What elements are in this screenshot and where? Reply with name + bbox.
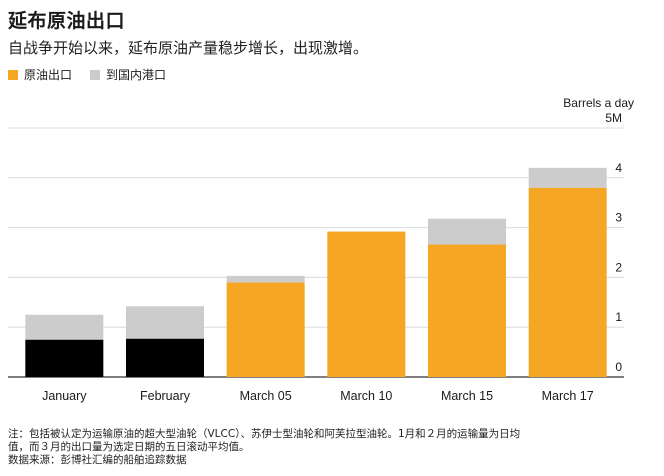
y-axis-unit: Barrels a day (563, 94, 634, 112)
chart-subtitle: 自战争开始以来，延布原油产量稳步增长，出现激增。 (8, 39, 369, 57)
legend-item-crude-exports: 原油出口 (8, 66, 72, 83)
footnote-source: 数据来源：彭博社汇编的船舶追踪数据 (8, 454, 187, 466)
footnote: 注：包括被认定为运输原油的超大型油轮（VLCC）、苏伊士型油轮和阿芙拉型油轮。1… (8, 428, 658, 467)
legend: 原油出口 到国内港口 (8, 66, 184, 83)
y-tick-label-3: 3 (615, 211, 622, 225)
bar-domestic-ports-0 (25, 314, 104, 340)
y-tick-label-1: 1 (615, 310, 622, 324)
bar-crude-exports-4 (428, 244, 506, 377)
y-tick-label-4: 4 (615, 161, 622, 175)
y-tick-label-2: 2 (615, 260, 622, 274)
bar-crude-exports-3 (327, 231, 406, 377)
x-tick-label-5: March 17 (542, 389, 594, 403)
bar-domestic-ports-2 (226, 275, 305, 283)
bar-crude-exports-5 (528, 187, 607, 377)
bar-crude-exports-1 (126, 338, 204, 377)
legend-label-domestic-ports: 到国内港口 (106, 68, 167, 82)
y-axis-label: Barrels a day (563, 96, 634, 110)
footnote-line-2: 值，而３月的出口量为选定日期的五日滚动平均值。 (8, 441, 250, 453)
bar-domestic-ports-4 (428, 218, 506, 245)
legend-swatch-domestic-ports (90, 69, 101, 80)
legend-swatch-crude-exports (8, 69, 18, 80)
x-tick-label-3: March 10 (340, 389, 392, 403)
footnote-line-1: 注：包括被认定为运输原油的超大型油轮（VLCC）、苏伊士型油轮和阿芙拉型油轮。1… (8, 428, 521, 440)
legend-label-crude-exports: 原油出口 (24, 68, 73, 82)
chart-title: 延布原油出口 (8, 10, 126, 32)
bar-domestic-ports-5 (528, 167, 607, 188)
bar-crude-exports-0 (25, 339, 104, 377)
legend-item-domestic-ports: 到国内港口 (90, 66, 166, 83)
y-tick-label-0: 0 (615, 360, 622, 374)
bar-crude-exports-2 (226, 282, 305, 377)
x-tick-label-4: March 15 (441, 389, 493, 403)
x-tick-label-0: January (42, 389, 87, 403)
x-tick-label-1: February (140, 389, 191, 403)
x-tick-label-2: March 05 (240, 389, 292, 403)
y-tick-label-5: 5M (605, 111, 622, 125)
bar-domestic-ports-1 (126, 306, 204, 339)
